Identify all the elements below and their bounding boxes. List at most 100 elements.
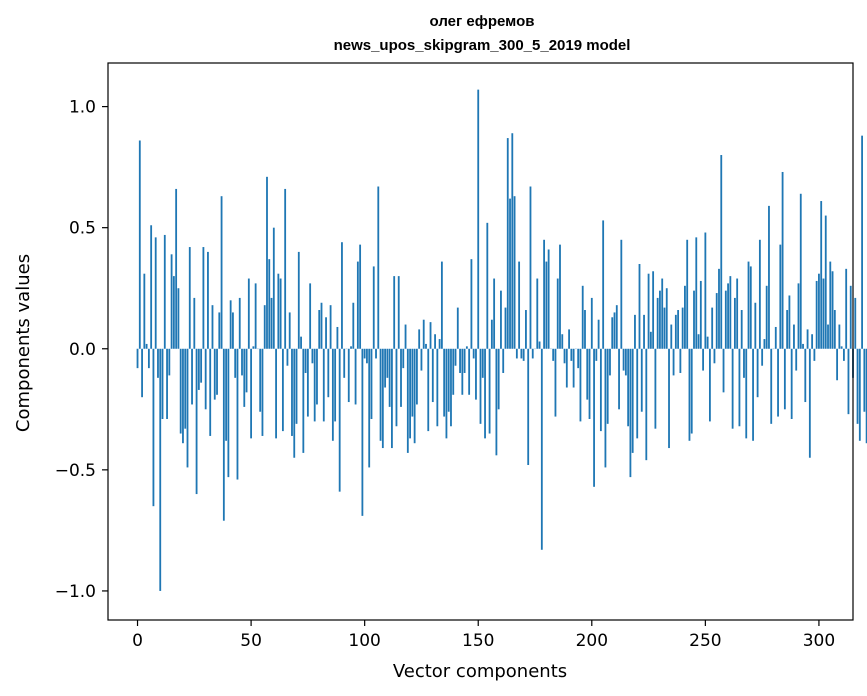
bar-52 <box>254 283 257 349</box>
bar-168 <box>518 261 521 349</box>
y-tick-label-0: −1.0 <box>55 582 96 602</box>
bar-108 <box>381 348 384 449</box>
bar-164 <box>509 198 511 349</box>
bar-109 <box>384 348 387 388</box>
bar-72 <box>300 336 302 349</box>
bar-206 <box>604 348 607 468</box>
bar-201 <box>593 348 595 487</box>
bar-231 <box>661 278 664 349</box>
bar-174 <box>531 348 534 359</box>
bar-166 <box>513 196 516 349</box>
bar-113 <box>393 276 396 349</box>
bar-25 <box>193 297 196 349</box>
bar-234 <box>668 348 670 449</box>
bar-13 <box>166 348 168 419</box>
bar-161 <box>502 348 505 373</box>
bar-140 <box>454 348 457 366</box>
bar-149 <box>475 348 477 400</box>
y-tick-label-1: −0.5 <box>55 461 96 481</box>
bar-268 <box>745 348 748 439</box>
bar-15 <box>170 254 173 349</box>
bar-235 <box>670 324 673 349</box>
bar-148 <box>472 348 475 359</box>
bar-301 <box>820 201 823 349</box>
bar-14 <box>168 348 171 376</box>
bar-257 <box>720 155 723 349</box>
bar-127 <box>425 343 427 349</box>
bar-222 <box>640 348 643 412</box>
bar-284 <box>781 171 784 349</box>
bar-303 <box>824 215 827 349</box>
bar-152 <box>481 348 484 378</box>
bar-28 <box>200 348 203 383</box>
bar-134 <box>440 261 443 349</box>
bar-248 <box>699 280 702 349</box>
bar-121 <box>411 348 414 417</box>
bar-250 <box>704 232 707 349</box>
bar-128 <box>427 348 430 432</box>
bar-6 <box>150 225 153 349</box>
y-tick-label-4: 1.0 <box>69 98 96 118</box>
bar-17 <box>175 188 178 349</box>
bar-279 <box>770 348 773 424</box>
bar-240 <box>681 307 684 349</box>
bar-178 <box>540 348 543 550</box>
bar-263 <box>733 297 736 349</box>
bar-251 <box>706 336 709 349</box>
bar-285 <box>783 348 786 410</box>
bar-37 <box>220 196 223 349</box>
bar-43 <box>234 348 237 378</box>
bar-34 <box>213 348 216 400</box>
bar-311 <box>843 348 845 361</box>
bar-237 <box>674 314 677 349</box>
bar-314 <box>849 285 852 349</box>
bar-295 <box>806 329 809 349</box>
bar-189 <box>565 348 568 388</box>
bar-120 <box>409 348 411 439</box>
bar-22 <box>186 348 189 468</box>
bar-107 <box>379 348 382 441</box>
bar-75 <box>306 348 309 417</box>
bar-196 <box>581 285 584 349</box>
bar-267 <box>743 348 745 378</box>
bar-247 <box>697 334 700 349</box>
bar-288 <box>790 348 793 419</box>
bar-58 <box>268 259 271 349</box>
bar-54 <box>259 348 262 412</box>
bar-223 <box>643 314 645 349</box>
bar-101 <box>366 348 368 364</box>
bar-160 <box>500 290 502 349</box>
bar-137 <box>447 348 450 412</box>
bar-138 <box>450 348 452 427</box>
bar-24 <box>191 348 193 405</box>
bar-283 <box>779 244 782 349</box>
bar-181 <box>547 249 550 349</box>
bar-48 <box>245 348 248 393</box>
bar-296 <box>808 348 811 458</box>
bar-276 <box>763 339 766 349</box>
bar-224 <box>645 348 648 461</box>
bar-114 <box>395 348 398 427</box>
bar-97 <box>356 261 359 349</box>
bar-60 <box>272 227 275 349</box>
bar-150 <box>477 89 480 349</box>
bar-208 <box>609 348 611 376</box>
bar-9 <box>157 348 159 378</box>
bar-30 <box>204 348 207 410</box>
bar-307 <box>833 310 836 349</box>
bar-194 <box>577 348 580 369</box>
bar-299 <box>815 280 818 349</box>
bar-11 <box>161 348 164 419</box>
bar-273 <box>756 348 759 398</box>
x-axis: 0 50 100 150 200 250 300 <box>132 620 835 651</box>
bar-19 <box>179 348 182 434</box>
bar-12 <box>163 234 166 349</box>
bar-39 <box>225 348 228 441</box>
x-tick-label-300: 300 <box>803 631 835 651</box>
x-tick-label-100: 100 <box>348 631 380 651</box>
bar-141 <box>456 307 459 349</box>
bar-46 <box>241 348 243 376</box>
bar-99 <box>361 348 364 516</box>
bar-199 <box>588 348 591 419</box>
bar-309 <box>838 324 841 349</box>
